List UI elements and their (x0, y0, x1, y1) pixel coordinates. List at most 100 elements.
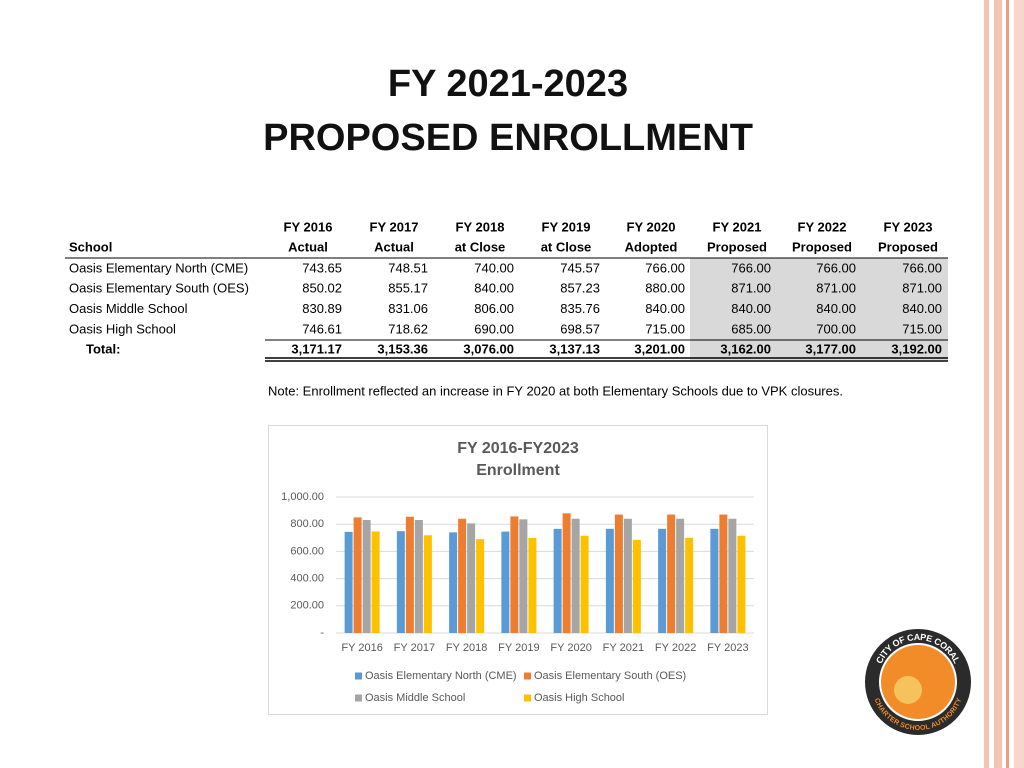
column-header: Actual (374, 239, 414, 254)
bar (467, 523, 476, 633)
slide-title: FY 2021-2023 (388, 63, 628, 105)
total-cell: Total: (86, 341, 120, 356)
bar (658, 528, 667, 633)
cell: 831.06 (388, 301, 428, 316)
column-header: Proposed (707, 239, 767, 254)
cell: Oasis Elementary North (CME) (69, 260, 248, 275)
cell: 857.23 (560, 281, 600, 296)
bar (362, 519, 371, 633)
cell: 840.00 (816, 301, 856, 316)
cell: 840.00 (645, 301, 685, 316)
cell: 748.51 (388, 260, 428, 275)
bar (396, 531, 405, 633)
bar (728, 518, 737, 633)
slide-title: PROPOSED ENROLLMENT (263, 117, 753, 159)
bar (623, 518, 632, 633)
cell: 690.00 (474, 321, 514, 336)
cell: Oasis Elementary South (OES) (69, 281, 249, 296)
chart-title: Enrollment (476, 462, 560, 479)
bar (571, 518, 580, 633)
chart-title: FY 2016-FY2023 (457, 440, 579, 457)
logo-sun (894, 676, 922, 704)
cell: 740.00 (474, 260, 514, 275)
x-tick-label: FY 2021 (603, 642, 644, 654)
column-header: at Close (541, 239, 592, 254)
total-cell: 3,171.17 (291, 341, 342, 356)
bar (344, 531, 353, 633)
highlight (690, 258, 948, 360)
x-tick-label: FY 2022 (655, 642, 696, 654)
column-header: Actual (288, 239, 328, 254)
y-tick-label: 1,000.00 (281, 491, 324, 503)
bar (414, 519, 423, 633)
column-header: FY 2023 (884, 219, 933, 234)
bar (605, 528, 614, 633)
cell: 685.00 (731, 321, 771, 336)
bar (676, 518, 685, 633)
cell: 850.02 (302, 281, 342, 296)
stripe (1014, 0, 1024, 768)
x-tick-label: FY 2023 (707, 642, 748, 654)
column-header: FY 2020 (627, 219, 676, 234)
bar (458, 518, 467, 633)
bar (510, 516, 519, 633)
legend-label: Oasis Elementary South (OES) (534, 670, 686, 682)
cell: 840.00 (731, 301, 771, 316)
column-header: Adopted (625, 239, 678, 254)
bar (353, 517, 362, 633)
x-tick-label: FY 2016 (341, 642, 382, 654)
stripe (994, 0, 1002, 768)
cell: 715.00 (645, 321, 685, 336)
total-cell: 3,076.00 (463, 341, 514, 356)
cell: 871.00 (816, 281, 856, 296)
x-tick-label: FY 2020 (550, 642, 591, 654)
column-header: FY 2019 (542, 219, 591, 234)
column-header: School (69, 239, 112, 254)
y-tick-label: 400.00 (290, 573, 324, 585)
bar (614, 514, 623, 633)
cell: 746.61 (302, 321, 342, 336)
x-tick-label: FY 2017 (394, 642, 435, 654)
column-header: FY 2017 (370, 219, 419, 234)
cell: 766.00 (645, 260, 685, 275)
logo-band (865, 629, 971, 735)
cell: 830.89 (302, 301, 342, 316)
total-cell: 3,153.36 (377, 341, 428, 356)
cell: 806.00 (474, 301, 514, 316)
bar (719, 514, 728, 633)
y-tick-label: - (320, 627, 324, 639)
total-cell: 3,137.13 (549, 341, 600, 356)
stripe (984, 0, 989, 768)
cell: 766.00 (816, 260, 856, 275)
legend-swatch (355, 672, 362, 680)
bar (685, 537, 694, 633)
y-tick-label: 200.00 (290, 600, 324, 612)
cell: 871.00 (902, 281, 942, 296)
bar (553, 528, 562, 633)
legend-swatch (355, 694, 362, 702)
cell: 880.00 (645, 281, 685, 296)
bar (371, 531, 380, 633)
legend-label: Oasis Middle School (365, 692, 465, 704)
cell: 700.00 (816, 321, 856, 336)
legend-swatch (524, 672, 531, 680)
bar (501, 531, 510, 633)
cell: 718.62 (388, 321, 428, 336)
column-header: FY 2021 (713, 219, 762, 234)
cell: 766.00 (731, 260, 771, 275)
column-header: Proposed (878, 239, 938, 254)
total-cell: 3,201.00 (634, 341, 685, 356)
bar (449, 532, 458, 633)
total-cell: 3,192.00 (891, 341, 942, 356)
bar (423, 535, 432, 633)
cell: 855.17 (388, 281, 428, 296)
cell: 840.00 (474, 281, 514, 296)
total-cell: 3,177.00 (805, 341, 856, 356)
cell: 715.00 (902, 321, 942, 336)
cell: 835.76 (560, 301, 600, 316)
cell: Oasis High School (69, 321, 176, 336)
bar (710, 528, 719, 633)
bar (737, 535, 746, 633)
bar (632, 539, 641, 633)
